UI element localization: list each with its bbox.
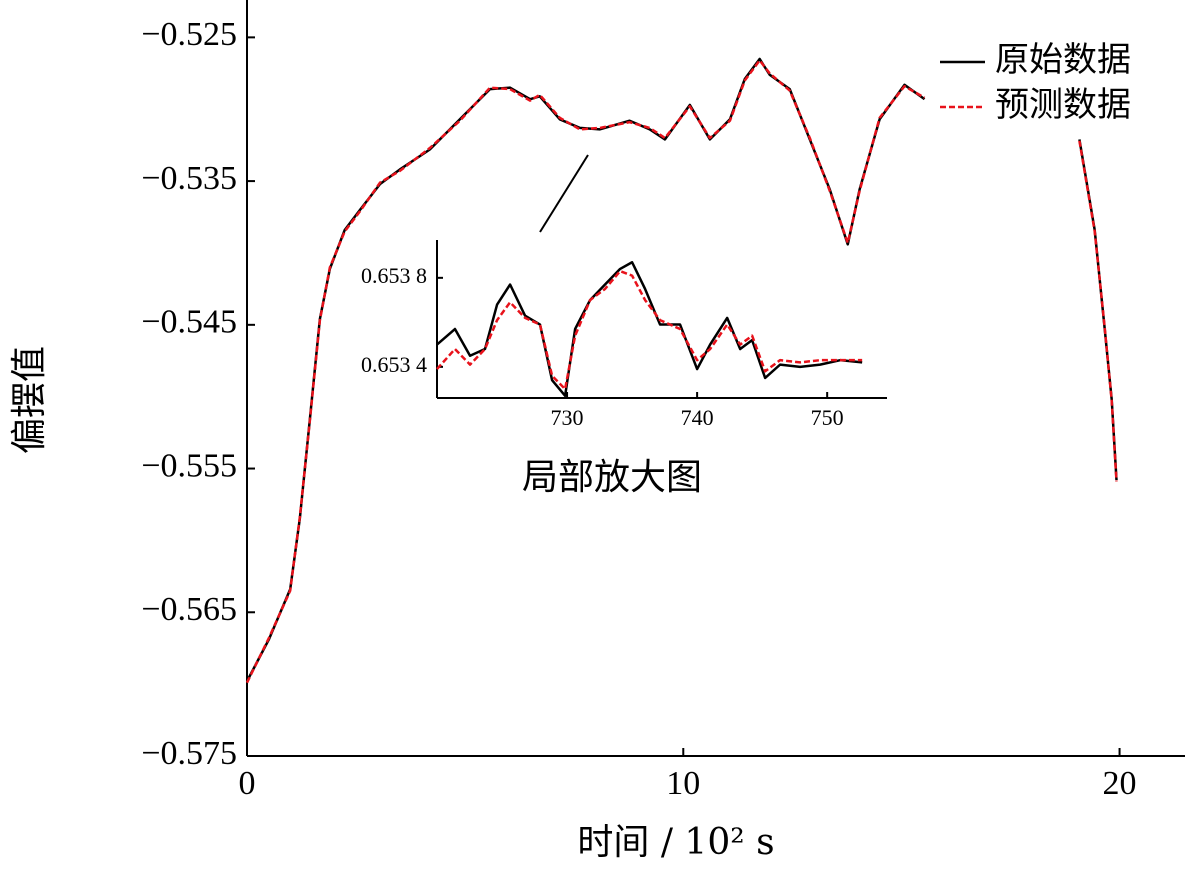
x-tick-label: 730 [551,405,584,430]
callout-line [539,154,589,233]
y-tick-label: −0.535 [141,160,237,197]
y-tick-label: −0.525 [141,16,237,53]
y-tick-label: −0.555 [141,447,237,484]
y-tick-label: 0.653 4 [361,352,427,377]
x-axis-label: 局部放大图 [522,457,702,498]
legend-label: 预测数据 [995,85,1131,125]
y-tick-label: −0.565 [141,591,237,628]
y-axis-label: 偏摆值 [9,346,50,454]
x-tick-label: 750 [811,405,844,430]
legend-label: 原始数据 [995,40,1131,80]
x-tick-label: 0 [239,765,256,802]
y-tick-label: −0.575 [141,735,237,772]
x-tick-label: 20 [1103,765,1137,802]
x-axis-label: 时间 / 10² s [577,822,774,863]
y-tick-label: −0.545 [141,304,237,341]
y-tick-label: 0.653 8 [361,263,427,288]
series-line [245,59,1118,684]
x-tick-label: 740 [681,405,714,430]
series-line [436,269,863,391]
series-line [436,261,863,398]
x-tick-label: 10 [666,765,700,802]
